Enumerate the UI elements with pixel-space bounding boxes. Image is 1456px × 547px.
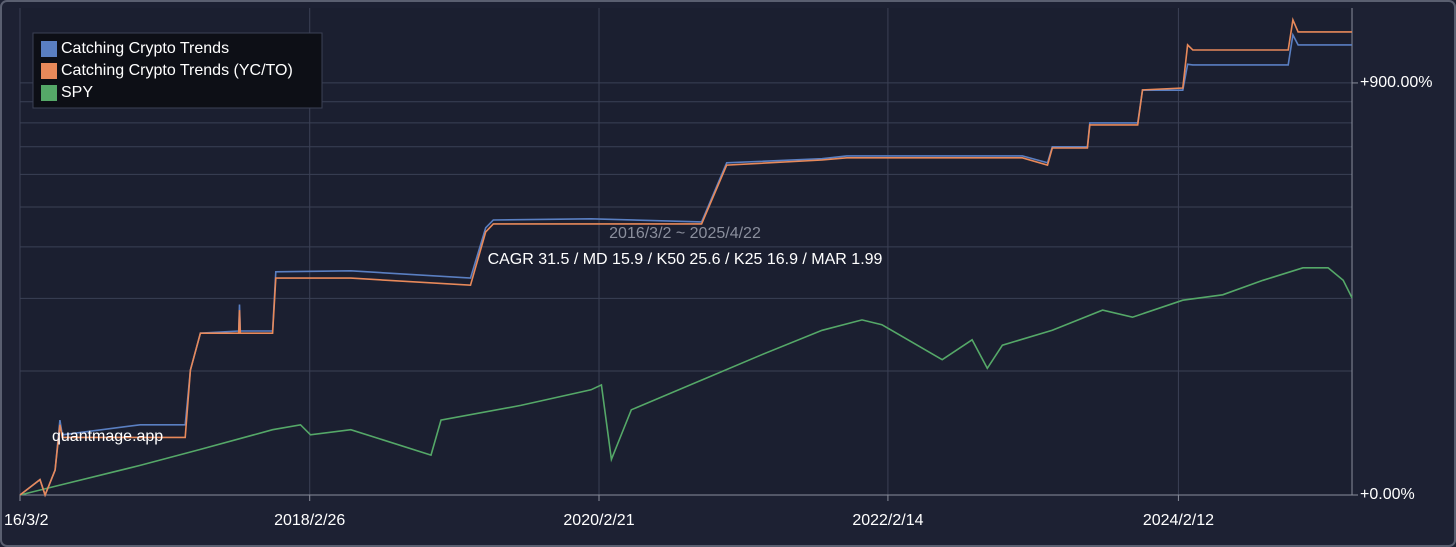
legend-swatch — [41, 41, 57, 57]
legend-label: Catching Crypto Trends — [61, 40, 229, 57]
legend-swatch — [41, 63, 57, 79]
watermark: quantmage.app — [52, 428, 163, 445]
y-tick-label: +900.00% — [1360, 74, 1433, 91]
x-tick-label: 16/3/2 — [4, 512, 49, 529]
stats: CAGR 31.5 / MD 15.9 / K50 25.6 / K25 16.… — [488, 251, 883, 268]
x-tick-label: 2022/2/14 — [852, 512, 923, 529]
date-range: 2016/3/2 ~ 2025/4/22 — [609, 225, 761, 242]
legend-label: SPY — [61, 84, 93, 101]
x-tick-label: 2018/2/26 — [274, 512, 345, 529]
legend-box — [32, 32, 323, 109]
series-line — [19, 267, 1353, 496]
x-tick-label: 2020/2/21 — [563, 512, 634, 529]
legend-swatch — [41, 85, 57, 101]
legend-label: Catching Crypto Trends (YC/TO) — [61, 62, 293, 79]
series-line — [19, 32, 1352, 498]
x-tick-label: 2024/2/12 — [1143, 512, 1214, 529]
series-line — [19, 17, 1352, 498]
y-tick-label: +0.00% — [1360, 486, 1415, 503]
